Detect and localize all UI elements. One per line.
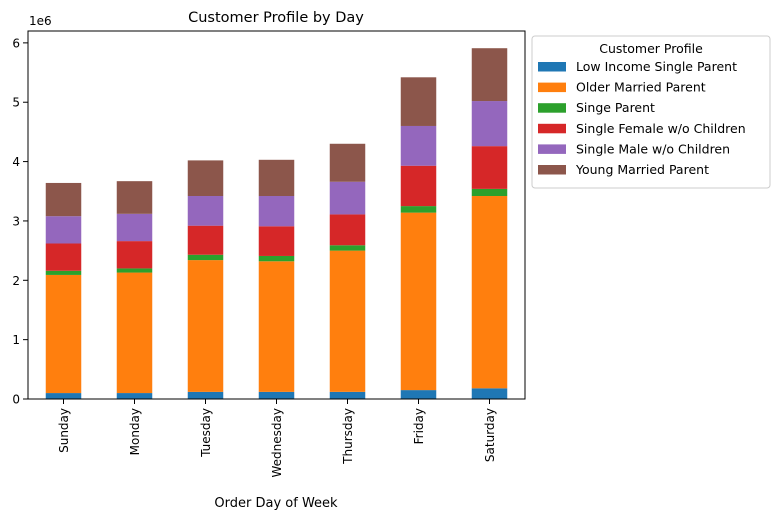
bar-thursday-series-4	[329, 181, 366, 215]
chart-title: Customer Profile by Day	[188, 10, 364, 26]
bar-saturday-series-0	[471, 388, 508, 399]
y-tick-label-3: 3	[12, 214, 20, 228]
y-tick-label-5: 5	[12, 96, 20, 110]
legend-swatch-5	[538, 165, 566, 175]
legend-swatch-1	[538, 82, 566, 93]
bar-monday-series-4	[116, 213, 153, 242]
bar-wednesday-series-2	[258, 255, 295, 262]
bar-saturday-series-4	[471, 101, 508, 147]
x-tick-label-monday: Monday	[128, 408, 142, 455]
bar-tuesday-series-1	[187, 260, 224, 392]
bar-saturday-series-1	[471, 196, 508, 389]
y-tick-label-1: 1	[12, 333, 20, 347]
bar-sunday-series-0	[45, 393, 82, 399]
x-tick-label-saturday: Saturday	[483, 408, 497, 462]
bars-group	[45, 48, 508, 399]
bar-sunday-series-5	[45, 182, 82, 217]
legend-label-5: Young Married Parent	[575, 162, 709, 177]
bar-wednesday-series-1	[258, 261, 295, 392]
bar-monday-series-1	[116, 272, 153, 394]
bar-friday-series-4	[400, 125, 437, 166]
legend-swatch-0	[538, 62, 566, 72]
legend-items: Low Income Single Parent Older Married Pa…	[538, 59, 746, 177]
bar-saturday-series-3	[471, 146, 508, 189]
legend-label-2: Singe Parent	[576, 100, 655, 115]
bar-tuesday-series-4	[187, 196, 224, 226]
bar-sunday-series-1	[45, 274, 82, 394]
x-axis-label: Order Day of Week	[214, 496, 338, 511]
legend-label-4: Single Male w/o Children	[576, 141, 730, 156]
legend-swatch-2	[538, 103, 566, 113]
legend-swatch-4	[538, 144, 566, 154]
bar-thursday-series-5	[329, 143, 366, 182]
bar-thursday-series-1	[329, 250, 366, 392]
x-tick-label-sunday: Sunday	[57, 408, 71, 453]
legend-swatch-3	[538, 123, 566, 134]
y-axis: 0 1 2 3 4 5 6	[12, 36, 28, 407]
bar-wednesday-series-4	[258, 196, 295, 227]
bar-tuesday-series-3	[187, 225, 224, 255]
x-tick-label-tuesday: Tuesday	[199, 408, 213, 458]
bar-thursday-series-2	[329, 245, 366, 251]
legend: Customer Profile Low Income Single Paren…	[531, 35, 771, 189]
bar-wednesday-series-0	[258, 391, 295, 399]
bar-friday-series-1	[400, 212, 437, 391]
legend-title: Customer Profile	[599, 41, 703, 56]
y-tick-label-2: 2	[12, 274, 20, 288]
legend-box	[531, 35, 771, 189]
x-axis: Sunday Monday Tuesday Wednesday Thursday Frid…	[57, 399, 497, 477]
bar-wednesday-series-5	[258, 159, 295, 197]
legend-label-3: Single Female w/o Children	[576, 121, 746, 136]
bar-sunday-series-4	[45, 216, 82, 244]
bar-tuesday-series-0	[187, 391, 224, 399]
y-tick-label-0: 0	[12, 393, 20, 407]
x-tick-label-wednesday: Wednesday	[270, 408, 284, 477]
bar-wednesday-series-3	[258, 226, 295, 256]
bar-friday-series-3	[400, 165, 437, 207]
x-tick-label-friday: Friday	[412, 408, 426, 444]
bar-monday-series-2	[116, 268, 153, 273]
bar-tuesday-series-2	[187, 254, 224, 261]
bar-thursday-series-3	[329, 214, 366, 246]
legend-label-0: Low Income Single Parent	[576, 59, 737, 74]
bar-sunday-series-3	[45, 243, 82, 271]
bar-saturday-series-2	[471, 188, 508, 196]
bar-tuesday-series-5	[187, 160, 224, 196]
bar-monday-series-3	[116, 241, 153, 269]
plot-frame	[27, 30, 526, 400]
y-axis-offset-text: 1e6	[29, 14, 52, 28]
bar-friday-series-5	[400, 77, 437, 126]
bar-monday-series-0	[116, 393, 153, 399]
bar-saturday-series-5	[471, 48, 508, 102]
legend-label-1: Older Married Parent	[576, 80, 706, 95]
y-tick-label-6: 6	[12, 36, 20, 50]
bar-sunday-series-2	[45, 270, 82, 275]
bar-monday-series-5	[116, 181, 153, 214]
bar-thursday-series-0	[329, 391, 366, 399]
bar-friday-series-0	[400, 390, 437, 399]
y-tick-label-4: 4	[12, 155, 20, 169]
bar-friday-series-2	[400, 206, 437, 213]
x-tick-label-thursday: Thursday	[341, 408, 355, 465]
